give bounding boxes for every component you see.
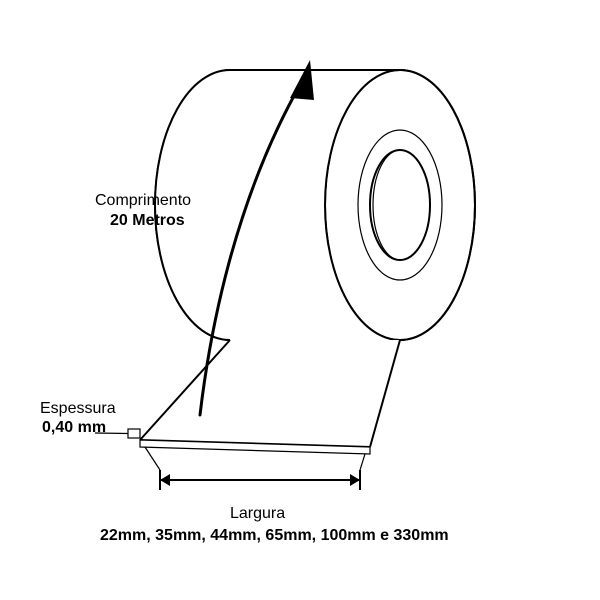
tape-roll-diagram: Comprimento 20 Metros Espessura 0,40 mm Larg… [0, 0, 600, 600]
thickness-value: 0,40 mm [42, 419, 106, 436]
length-value: 20 Metros [110, 212, 185, 229]
length-label: Comprimento [95, 192, 191, 209]
core-hole [370, 150, 430, 260]
thickness-label: Espessura [40, 400, 116, 417]
width-label: Largura [230, 505, 285, 522]
width-value: 22mm, 35mm, 44mm, 65mm, 100mm e 330mm [100, 527, 449, 544]
